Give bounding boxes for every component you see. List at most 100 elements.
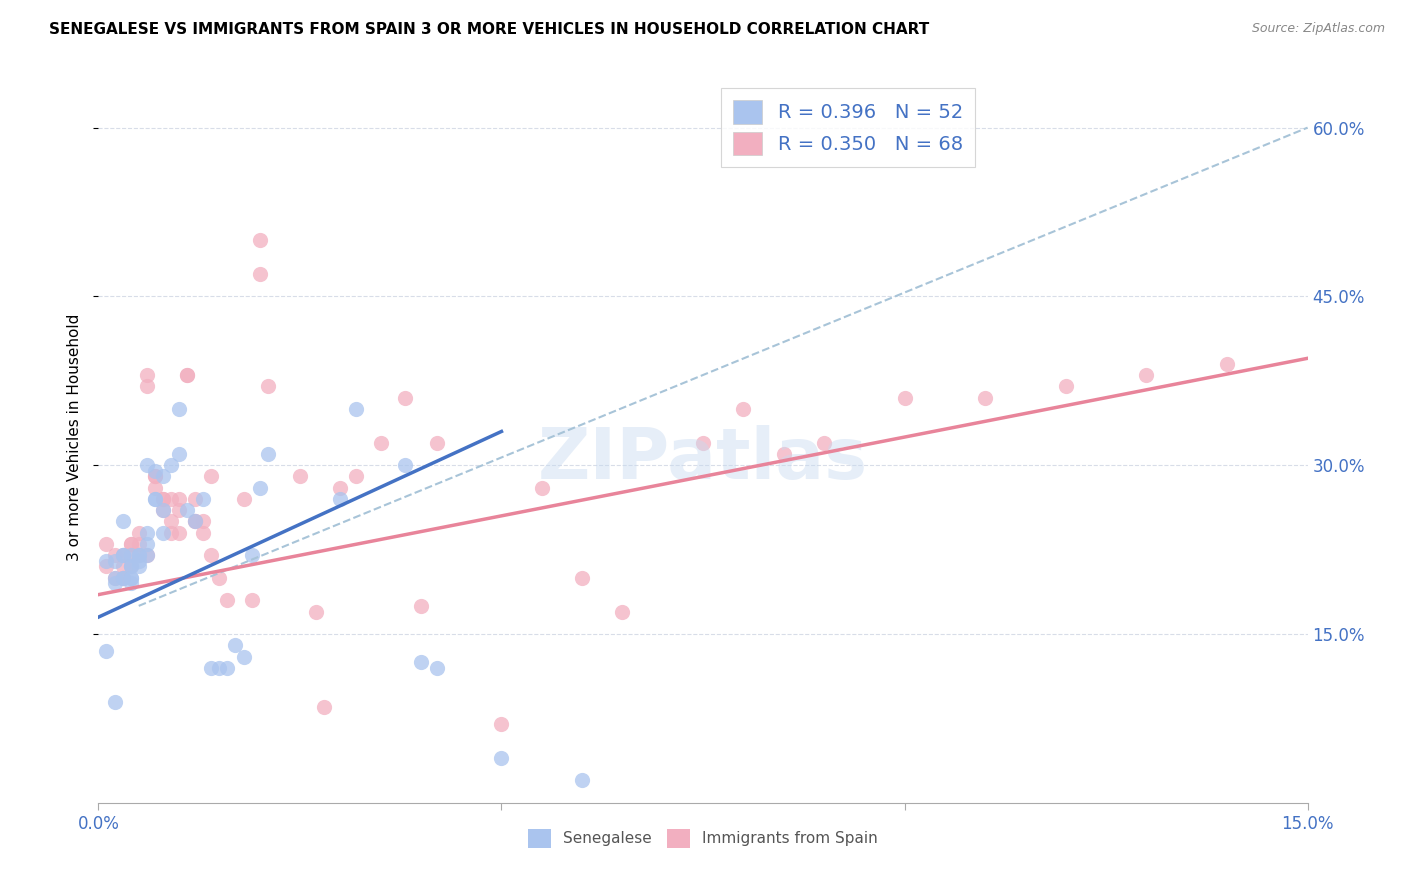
Point — [491, 717, 513, 731]
Point — [426, 435, 449, 450]
Point — [160, 515, 183, 529]
Point — [111, 548, 134, 562]
Point — [111, 571, 134, 585]
Point — [1216, 357, 1239, 371]
Point — [111, 571, 134, 585]
Point — [167, 503, 190, 517]
Point — [143, 464, 166, 478]
Point — [135, 537, 157, 551]
Point — [167, 525, 190, 540]
Y-axis label: 3 or more Vehicles in Household: 3 or more Vehicles in Household — [67, 313, 83, 561]
Point — [193, 491, 215, 506]
Point — [256, 447, 278, 461]
Point — [120, 537, 142, 551]
Point — [217, 661, 239, 675]
Point — [128, 525, 150, 540]
Point — [249, 233, 271, 247]
Point — [571, 571, 593, 585]
Point — [813, 435, 835, 450]
Point — [143, 491, 166, 506]
Point — [128, 537, 150, 551]
Point — [184, 515, 207, 529]
Point — [288, 469, 311, 483]
Point — [329, 481, 352, 495]
Point — [128, 559, 150, 574]
Point — [208, 571, 231, 585]
Point — [530, 481, 553, 495]
Point — [152, 503, 174, 517]
Point — [120, 571, 142, 585]
Point — [143, 469, 166, 483]
Point — [184, 515, 207, 529]
Point — [96, 644, 118, 658]
Point — [733, 401, 755, 416]
Point — [96, 559, 118, 574]
Point — [1135, 368, 1157, 383]
Point — [128, 548, 150, 562]
Point — [256, 379, 278, 393]
Point — [152, 491, 174, 506]
Point — [120, 571, 142, 585]
Point — [143, 469, 166, 483]
Point — [1054, 379, 1077, 393]
Point — [96, 537, 118, 551]
Point — [409, 599, 432, 613]
Point — [249, 267, 271, 281]
Point — [167, 447, 190, 461]
Point — [370, 435, 392, 450]
Point — [103, 571, 125, 585]
Point — [111, 559, 134, 574]
Point — [193, 525, 215, 540]
Legend: Senegalese, Immigrants from Spain: Senegalese, Immigrants from Spain — [522, 822, 884, 854]
Point — [152, 469, 174, 483]
Point — [217, 593, 239, 607]
Point — [111, 548, 134, 562]
Point — [120, 576, 142, 591]
Point — [184, 491, 207, 506]
Point — [96, 554, 118, 568]
Point — [394, 458, 416, 473]
Point — [103, 554, 125, 568]
Point — [176, 368, 198, 383]
Point — [176, 503, 198, 517]
Point — [120, 548, 142, 562]
Point — [240, 548, 263, 562]
Point — [120, 559, 142, 574]
Point — [240, 593, 263, 607]
Point — [120, 559, 142, 574]
Point — [232, 649, 254, 664]
Point — [772, 447, 794, 461]
Point — [120, 548, 142, 562]
Point — [491, 751, 513, 765]
Point — [893, 391, 915, 405]
Point — [111, 548, 134, 562]
Point — [128, 548, 150, 562]
Point — [128, 554, 150, 568]
Point — [135, 525, 157, 540]
Point — [152, 503, 174, 517]
Point — [232, 491, 254, 506]
Point — [120, 537, 142, 551]
Point — [111, 571, 134, 585]
Point — [394, 391, 416, 405]
Point — [128, 548, 150, 562]
Text: ZIPatlas: ZIPatlas — [538, 425, 868, 493]
Point — [208, 661, 231, 675]
Point — [974, 391, 997, 405]
Point — [111, 515, 134, 529]
Point — [571, 773, 593, 788]
Point — [135, 368, 157, 383]
Point — [160, 491, 183, 506]
Point — [103, 694, 125, 708]
Point — [305, 605, 328, 619]
Point — [167, 491, 190, 506]
Point — [329, 491, 352, 506]
Point — [426, 661, 449, 675]
Text: Source: ZipAtlas.com: Source: ZipAtlas.com — [1251, 22, 1385, 36]
Point — [152, 491, 174, 506]
Point — [344, 469, 367, 483]
Point — [160, 525, 183, 540]
Point — [111, 571, 134, 585]
Point — [160, 458, 183, 473]
Point — [314, 700, 336, 714]
